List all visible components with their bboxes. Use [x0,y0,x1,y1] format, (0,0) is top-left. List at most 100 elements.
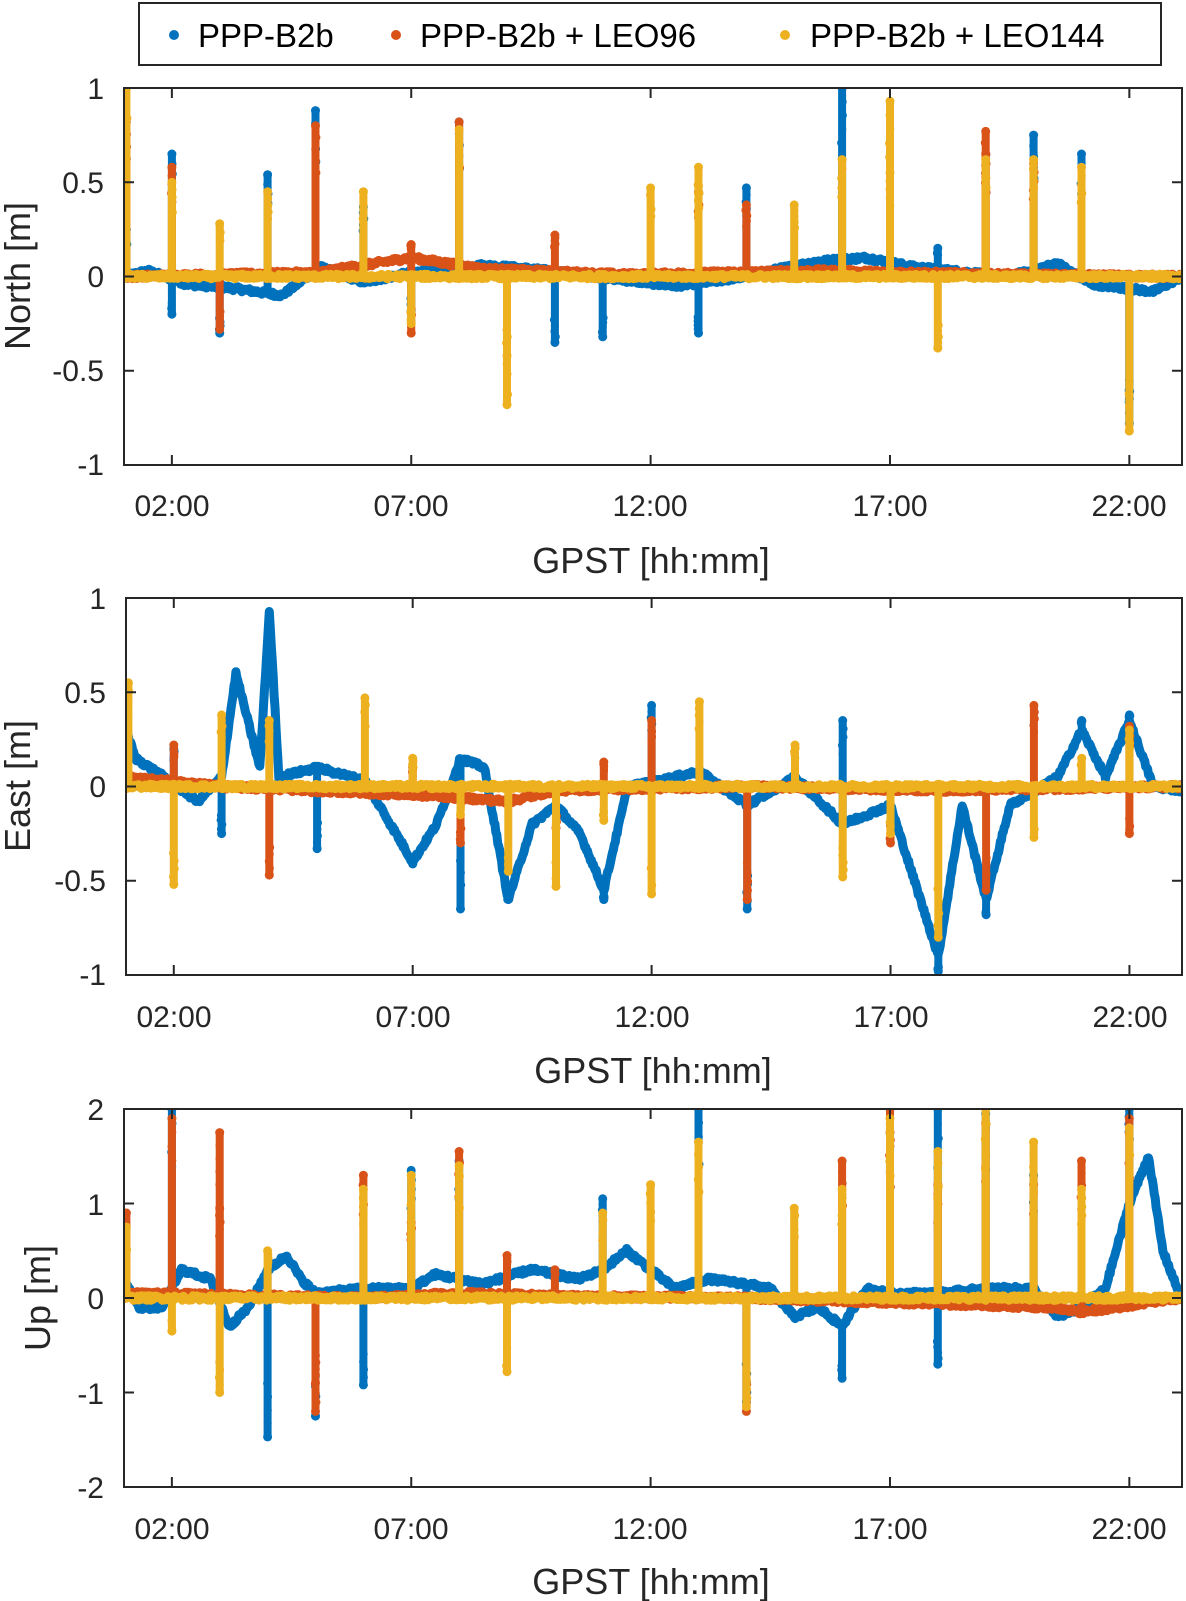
data-point [126,712,133,720]
data-point [551,866,560,875]
data-point [838,97,847,106]
series-north-2 [124,88,1182,436]
data-point [314,818,322,827]
data-point [1029,155,1039,165]
data-point [885,96,895,106]
north-xtick-label: 17:00 [852,490,927,523]
data-point [1124,829,1134,839]
data-point [167,177,177,187]
data-point [647,1207,656,1216]
data-point [885,193,894,202]
data-point [599,895,609,905]
data-point [980,138,989,147]
data-point [124,114,132,123]
data-point [933,1147,943,1156]
data-point [1078,1202,1087,1211]
data-point [647,700,657,710]
data-point [694,724,703,733]
data-point [1029,1150,1038,1159]
data-point [982,183,991,192]
data-point [124,88,131,93]
data-point [885,177,894,186]
data-point [1125,1137,1134,1146]
data-point [264,194,273,203]
data-point [359,194,368,203]
data-point [358,187,368,197]
north-ytick-label: 0.5 [62,167,104,200]
data-point [358,1184,368,1194]
data-point [359,1357,368,1366]
data-point [456,838,465,848]
legend-marker-ppp-b2b [169,30,179,40]
data-point [360,1365,368,1374]
data-point [454,1147,464,1156]
data-point [168,1128,177,1137]
data-point [1077,716,1087,725]
up-ytick-label: -2 [77,1472,104,1505]
up-xlabel: GPST [hh:mm] [532,1561,769,1601]
legend-label-ppp-b2b: PPP-B2b [198,17,334,54]
data-point [886,202,895,210]
east-xtick-label: 22:00 [1092,1001,1167,1034]
data-point [598,1208,608,1218]
data-point [935,909,944,918]
up-ytick-label: 0 [87,1283,104,1316]
data-point [456,904,465,914]
data-point [263,1419,272,1428]
data-point [741,183,751,193]
data-point [456,868,465,877]
data-point [456,856,464,865]
data-point [311,1406,320,1416]
data-point [647,872,656,881]
data-point [168,1156,177,1165]
data-point [790,740,800,750]
data-point [406,1170,416,1180]
data-point [648,881,657,890]
data-point [124,99,130,108]
data-point [215,1388,225,1397]
data-point [454,117,464,127]
data-point [694,181,703,191]
data-point [502,1251,512,1260]
data-point [981,193,990,201]
data-point [312,168,321,177]
data-point [406,1200,415,1209]
data-point [695,189,704,198]
data-point [215,324,225,334]
data-point [1125,414,1134,423]
data-point [167,1142,176,1151]
data-point [263,187,273,197]
data-point [790,1233,799,1241]
data-point [360,693,370,703]
data-point [359,208,368,216]
data-point [215,1380,224,1389]
data-point [1029,721,1038,730]
data-point [789,200,799,210]
data-point [167,149,177,159]
data-point [885,111,894,120]
data-point [312,157,320,165]
data-point [694,704,703,713]
data-point [981,155,991,165]
data-point [214,1373,223,1382]
data-point [265,850,274,859]
data-point [551,858,560,867]
data-point [837,1220,846,1229]
data-point [1030,708,1039,717]
data-point [1125,377,1134,386]
data-point [126,678,133,688]
data-point [647,855,656,864]
data-point [502,359,511,368]
data-point [837,1373,847,1383]
data-point [694,697,704,707]
data-point [311,121,320,131]
data-point [215,1141,224,1150]
legend: PPP-B2b PPP-B2b + LEO96 PPP-B2b + LEO144 [138,2,1162,66]
data-point [313,825,322,834]
data-point [885,1128,894,1137]
data-point [790,1225,799,1234]
data-point [406,328,416,338]
data-point [456,810,465,820]
east-panel: 1 0.5 0 -0.5 -1 02:00 07:00 12:00 17:00 … [0,583,1183,1091]
legend-label-leo96: PPP-B2b + LEO96 [420,17,696,54]
